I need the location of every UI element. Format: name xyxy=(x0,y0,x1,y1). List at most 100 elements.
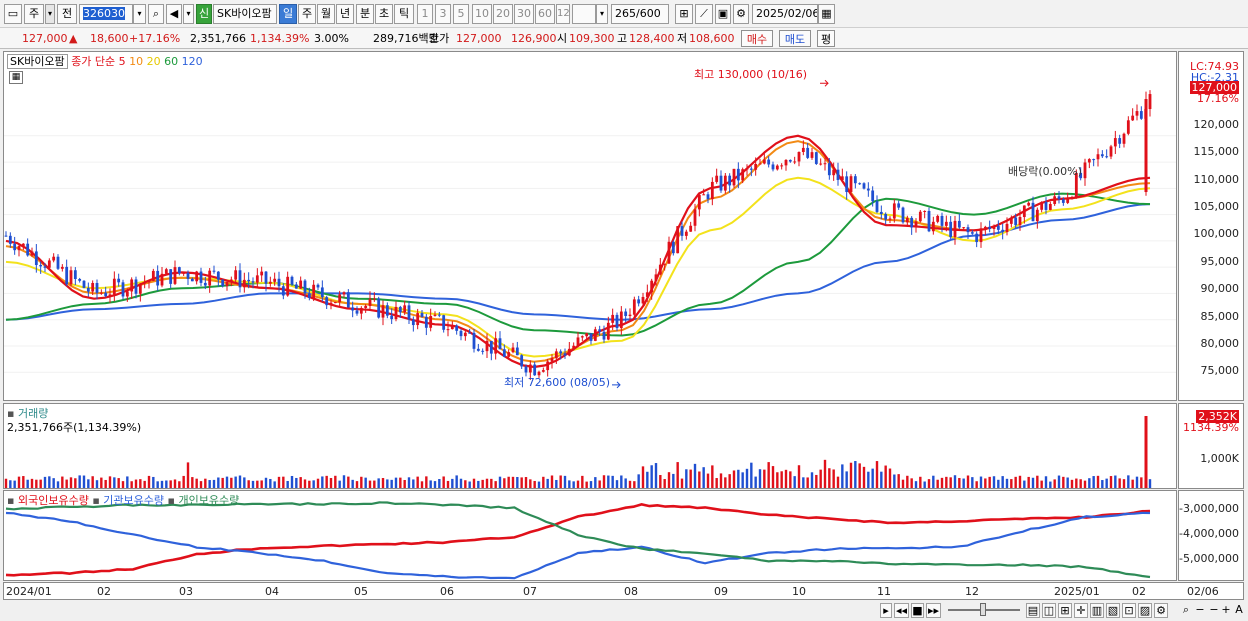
volume-bar xyxy=(797,465,801,488)
grid-icon[interactable]: ⊞ xyxy=(1058,603,1072,618)
candle-body xyxy=(78,278,82,281)
save-icon[interactable]: ▣ xyxy=(715,4,731,24)
count-field[interactable]: 265/600 xyxy=(611,4,669,24)
volume-bar xyxy=(546,478,549,488)
candle-body xyxy=(840,176,844,181)
interval-20[interactable]: 20 xyxy=(493,4,513,24)
compare-icon[interactable]: ⊡ xyxy=(1122,603,1136,618)
holdings-chart-panel[interactable]: ▪ 외국인보유수량 ▪ 기관보유수량 ▪ 개인보유수량 xyxy=(3,490,1177,581)
period-main-select[interactable]: 주 xyxy=(24,4,44,24)
interval-5[interactable]: 5 xyxy=(453,4,469,24)
eval-button[interactable]: 평 xyxy=(817,30,835,47)
speaker-dropdown-icon[interactable]: ▾ xyxy=(183,4,194,24)
tab-minute[interactable]: 분 xyxy=(356,4,374,24)
x-label-11: 11 xyxy=(877,585,891,598)
interval-1-label: 1 xyxy=(421,7,429,20)
volume-y-axis[interactable]: 2,352K 1134.39% 1,000K xyxy=(1178,403,1244,489)
volume-bar xyxy=(108,476,112,488)
draw-tool-icon[interactable]: ⟋ xyxy=(695,4,713,24)
candle-body xyxy=(602,331,606,340)
price-change-pct: +17.16% xyxy=(129,32,181,45)
candle-body xyxy=(455,325,459,331)
tab-month[interactable]: 월 xyxy=(317,4,335,24)
volume-chart-panel[interactable]: ▪ 거래량 2,351,766주(1,134.39%) xyxy=(3,403,1177,489)
candle-body xyxy=(1031,202,1035,222)
fast-forward-icon[interactable]: ▸▸ xyxy=(926,603,941,618)
auto-scale-icon[interactable]: A xyxy=(1235,603,1243,616)
stop-icon[interactable]: ■ xyxy=(911,603,924,618)
tab-second[interactable]: 초 xyxy=(375,4,393,24)
prev-button[interactable]: 전 xyxy=(57,4,77,24)
candle-body xyxy=(667,241,671,264)
volume-bar xyxy=(485,478,489,488)
volume-bar xyxy=(312,480,315,488)
tab-week[interactable]: 주 xyxy=(298,4,316,24)
candle-body xyxy=(515,347,519,356)
interval-10[interactable]: 10 xyxy=(472,4,492,24)
volume-bar xyxy=(793,476,796,488)
buy-button[interactable]: 매수 xyxy=(741,30,773,47)
settings-icon[interactable]: ⚙ xyxy=(1154,603,1168,618)
interval-dropdown-icon[interactable]: ▾ xyxy=(596,4,608,24)
interval-5-label: 5 xyxy=(457,7,465,20)
y-tick-120000: 120,000 xyxy=(1193,118,1240,131)
speaker-icon[interactable]: ◀ xyxy=(166,4,182,24)
indicator-icon[interactable]: ⊞ xyxy=(675,4,693,24)
zoom-out-icon[interactable]: − xyxy=(1195,603,1205,616)
volume-bar xyxy=(394,477,398,488)
candle-body xyxy=(355,310,359,314)
search-icon[interactable]: ⌕ xyxy=(148,4,164,24)
candle-body xyxy=(836,169,840,181)
price-change: 18,600 xyxy=(90,32,129,45)
tab-day[interactable]: 일 xyxy=(279,4,297,24)
price-chart-panel[interactable]: SK바이오팜 종가 단순 5 10 20 60 120 ▦ 최고 130,000… xyxy=(3,51,1177,401)
volume-bar xyxy=(615,480,619,488)
zoom-in-icon[interactable]: + xyxy=(1221,603,1231,616)
window-icon[interactable]: ▭ xyxy=(4,4,22,24)
overlay-icon[interactable]: ▧ xyxy=(1106,603,1120,618)
layout-icon[interactable]: ▥ xyxy=(1090,603,1104,618)
volume-bar xyxy=(659,475,662,488)
candle-body xyxy=(810,152,814,158)
holdings-y-axis[interactable]: -3,000,000 -4,000,000 -5,000,000 xyxy=(1178,490,1244,581)
code-dropdown-icon[interactable]: ▾ xyxy=(133,4,146,24)
volume-bar xyxy=(1031,477,1035,488)
interval-30[interactable]: 30 xyxy=(514,4,534,24)
volume-bar xyxy=(620,475,623,488)
volume-bar xyxy=(1001,476,1004,488)
volume-bar xyxy=(737,469,740,488)
play-icon[interactable]: ▸ xyxy=(880,603,892,618)
code-input[interactable]: 326030 xyxy=(79,4,133,24)
gear-icon[interactable]: ⚙ xyxy=(733,4,749,24)
rewind-icon[interactable]: ◂◂ xyxy=(894,603,909,618)
prev-label: 전 xyxy=(61,7,73,20)
price-y-axis[interactable]: LC:74.93 HC:-2.31 127,000 17.16% 120,000… xyxy=(1178,51,1244,401)
volume-bar xyxy=(247,480,250,488)
crosshair-icon[interactable]: ✛ xyxy=(1074,603,1088,618)
candle-body xyxy=(745,168,749,170)
interval-60[interactable]: 60 xyxy=(535,4,555,24)
interval-3[interactable]: 3 xyxy=(435,4,451,24)
calendar-icon[interactable]: ▦ xyxy=(818,4,835,24)
stats-icon[interactable]: ▨ xyxy=(1138,603,1152,618)
volume-bar xyxy=(572,481,575,488)
chevron-down-icon[interactable]: ▾ xyxy=(45,4,55,24)
fit-icon[interactable]: ▤ xyxy=(1026,603,1040,618)
zoom-bar-icon[interactable]: − xyxy=(1209,603,1219,616)
split-icon[interactable]: ◫ xyxy=(1042,603,1056,618)
interval-custom-field[interactable] xyxy=(572,4,596,24)
volume-bar xyxy=(815,474,818,488)
interval-120[interactable]: 120 xyxy=(556,4,570,24)
volume-bar xyxy=(698,471,701,488)
date-field[interactable]: 2025/02/06 xyxy=(752,4,818,24)
zoom-slider[interactable] xyxy=(948,603,1020,618)
zoom-search-icon[interactable]: ⌕ xyxy=(1182,603,1190,616)
table-icon[interactable]: ▦ xyxy=(9,71,23,84)
candle-body xyxy=(351,307,355,311)
candle-body xyxy=(182,272,186,274)
sell-button[interactable]: 매도 xyxy=(779,30,811,47)
tab-year[interactable]: 년 xyxy=(336,4,354,24)
interval-1[interactable]: 1 xyxy=(417,4,433,24)
candle-body xyxy=(95,282,99,293)
tab-tick[interactable]: 틱 xyxy=(394,4,414,24)
